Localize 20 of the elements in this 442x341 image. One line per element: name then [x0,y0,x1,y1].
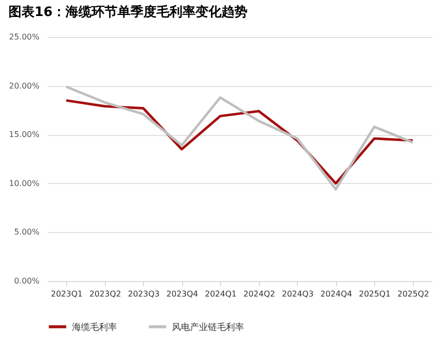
x-tick-label: 2023Q2 [89,290,122,298]
y-tick-label: 15.00% [8,130,40,140]
x-tick-label: 2023Q1 [50,290,83,298]
x-tick-label: 2023Q3 [128,290,160,298]
y-tick-label: 20.00% [8,81,40,90]
y-tick-label: 5.00% [14,228,40,237]
x-tick-label: 2024Q1 [204,290,237,298]
x-tick-label: 2024Q3 [282,290,314,298]
line-series [65,86,414,191]
y-tick-label: 25.00% [8,32,40,42]
y-tick-label: 10.00% [8,178,40,188]
x-tick-label: 2024Q4 [320,290,352,298]
chart-title: 图表16：海缆环节单季度毛利率变化趋势 [8,4,248,20]
x-tick-label: 2024Q2 [243,290,276,298]
legend-label: 海缆毛利率 [72,322,117,333]
x-tick-label: 2025Q1 [358,290,391,298]
legend-label: 风电产业链毛利率 [172,322,244,333]
x-tick-label: 2025Q2 [397,290,430,298]
y-tick-label: 0.00% [14,276,40,286]
x-tick-label: 2023Q4 [166,290,198,298]
